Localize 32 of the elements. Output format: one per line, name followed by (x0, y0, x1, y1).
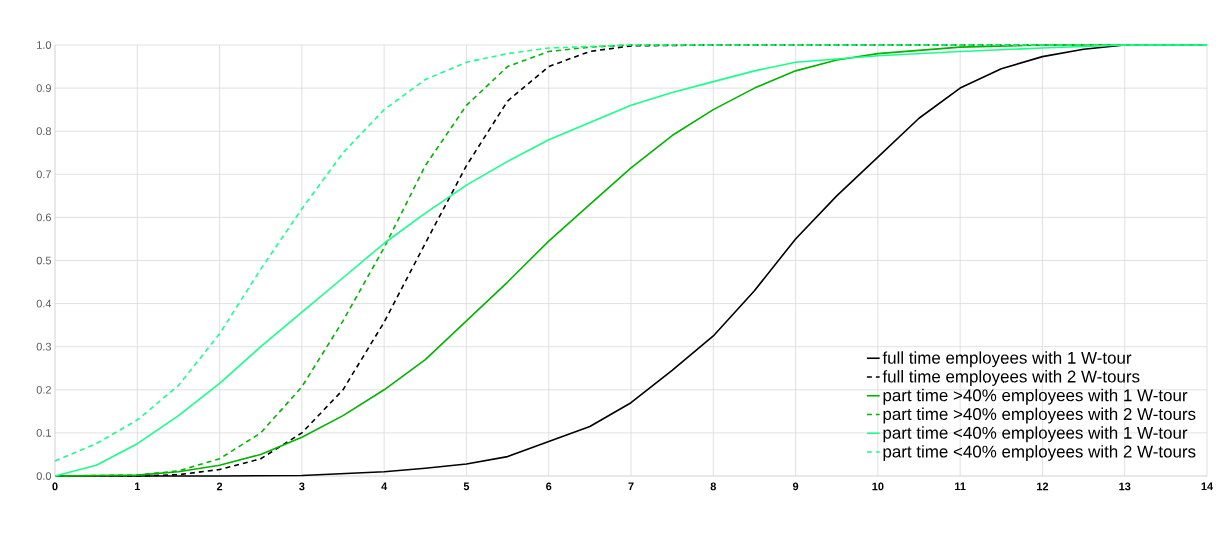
legend-label: part time >40% employees with 2 W-tours (883, 407, 1196, 424)
legend-label: part time <40% employees with 1 W-tour (883, 426, 1188, 443)
x-tick-label: 4 (381, 482, 388, 491)
y-tick-label: 0.1 (36, 429, 51, 437)
x-tick-label: 11 (955, 482, 966, 491)
y-tick-label: 0.6 (36, 213, 51, 222)
legend-label: full time employees with 1 W-tour (882, 351, 1132, 368)
y-tick-label: 0.9 (36, 84, 51, 92)
x-tick-label: 2 (216, 482, 223, 491)
y-tick-label: 0.8 (36, 127, 51, 136)
y-tick-label: 0.2 (36, 385, 51, 394)
x-tick-label: 8 (710, 482, 716, 491)
x-tick-label: 12 (1037, 482, 1049, 491)
legend-label: part time <40% employees with 2 W-tours (883, 445, 1196, 461)
x-tick-label: 5 (463, 482, 470, 491)
y-tick-label: 0.5 (36, 256, 52, 265)
x-tick-label: 3 (299, 482, 305, 491)
x-tick-label: 6 (546, 482, 552, 491)
x-tick-label: 14 (1201, 482, 1214, 491)
y-tick-label: 1.0 (37, 41, 52, 49)
x-tick-label: 1 (134, 482, 141, 491)
x-tick-label: 13 (1119, 482, 1131, 491)
x-tick-label: 9 (792, 482, 799, 491)
legend-label: full time employees with 2 W-tours (882, 370, 1140, 386)
y-tick-label: 0.4 (36, 299, 52, 308)
x-tick-label: 7 (628, 482, 634, 491)
legend-label: part time >40% employees with 1 W-tour (883, 388, 1188, 405)
y-tick-label: 0.3 (36, 342, 51, 351)
x-tick-label: 10 (872, 482, 884, 491)
x-tick-label: 0 (52, 482, 58, 491)
y-tick-label: 0.0 (36, 472, 52, 480)
y-tick-label: 0.7 (36, 170, 51, 179)
